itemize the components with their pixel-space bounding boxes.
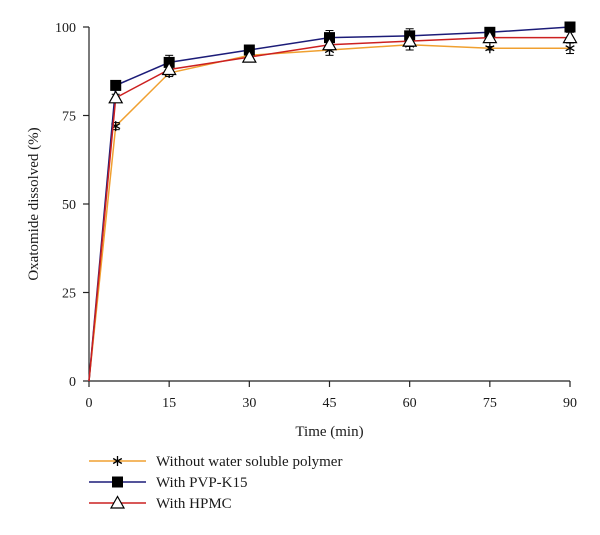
asterisk-stroke — [112, 457, 123, 465]
data-point-triangle — [482, 29, 498, 44]
legend: Without water soluble polymer With PVP-K1… — [89, 454, 342, 512]
y-tick-label: 0 — [69, 375, 76, 390]
legend-entry: With PVP-K15 — [89, 475, 248, 491]
series-line — [88, 36, 570, 382]
legend-label: With HPMC — [156, 496, 232, 512]
series-square — [88, 21, 576, 382]
asterisk-stroke — [565, 45, 575, 52]
asterisk-stroke — [485, 45, 495, 52]
data-point-triangle — [402, 33, 418, 47]
legend-label: With PVP-K15 — [156, 475, 248, 491]
data-point-triangle — [321, 36, 338, 51]
x-tick-label: 45 — [323, 396, 337, 411]
data-point-asterisk — [485, 43, 495, 54]
data-point-triangle — [562, 29, 578, 44]
series-asterisk — [88, 38, 575, 382]
series-layer — [88, 21, 578, 382]
x-tick-label: 90 — [563, 396, 577, 411]
data-point-triangle — [161, 61, 177, 76]
x-axis-label: Time (min) — [295, 424, 363, 440]
x-tick-label: 75 — [483, 396, 497, 411]
data-point-asterisk — [565, 43, 575, 54]
data-point-square — [564, 21, 576, 33]
legend-entry: Without water soluble polymer — [89, 454, 342, 470]
data-point-square — [110, 79, 122, 91]
data-point-triangle — [109, 495, 126, 509]
axes: 0 25 50 75 100 0 15 30 45 60 75 90 — [55, 21, 577, 411]
legend-label: Without water soluble polymer — [156, 454, 342, 470]
y-tick-label: 50 — [62, 198, 76, 213]
x-tick-label: 60 — [403, 396, 417, 411]
x-tick-label: 15 — [162, 396, 176, 411]
y-tick-label: 100 — [55, 21, 76, 36]
x-tick-label: 0 — [86, 396, 93, 411]
x-tick-label: 30 — [242, 396, 256, 411]
series-line — [88, 26, 571, 382]
data-point-triangle — [108, 90, 124, 104]
y-tick-label: 75 — [62, 110, 76, 125]
data-point-square — [112, 476, 123, 488]
series-triangle — [88, 29, 578, 382]
data-point-triangle — [241, 49, 257, 63]
series-line — [88, 43, 570, 382]
data-point-asterisk — [112, 456, 123, 466]
y-tick-label: 25 — [62, 287, 76, 302]
y-axis-label: Oxatomide dissolved (%) — [26, 127, 42, 280]
legend-entry: With HPMC — [89, 495, 232, 512]
